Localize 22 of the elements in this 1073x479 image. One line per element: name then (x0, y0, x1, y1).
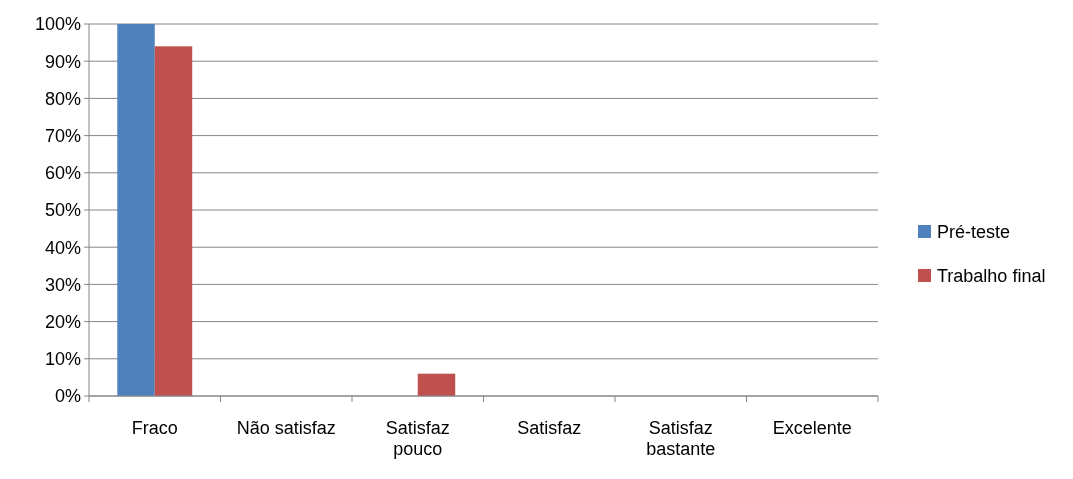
bar (417, 373, 456, 396)
y-tick-label: 80% (44, 88, 81, 109)
y-tick-label: 90% (44, 51, 81, 72)
bar (117, 24, 155, 396)
y-tick-label: 60% (44, 163, 81, 184)
x-tick-label: Satisfaz (517, 418, 582, 438)
x-tick-label: Satisfaz bastante (646, 418, 716, 459)
legend-label: Trabalho final (937, 266, 1046, 287)
y-tick-label: 100% (34, 14, 81, 35)
x-tick-label: Fraco (131, 418, 178, 438)
y-tick-label: 40% (44, 237, 81, 258)
y-tick-label: 20% (44, 311, 81, 332)
y-tick-label: 30% (44, 274, 81, 295)
y-tick-label: 0% (54, 386, 81, 407)
x-tick-label: Satisfaz pouco (385, 418, 450, 459)
y-tick-label: 10% (44, 349, 81, 370)
x-tick-label: Excelente (772, 418, 852, 438)
y-tick-label: 70% (44, 125, 81, 146)
y-tick-label: 50% (44, 200, 81, 221)
legend-label: Pré-teste (937, 222, 1011, 243)
x-tick-label: Não satisfaz (236, 418, 336, 438)
bar (154, 46, 193, 396)
